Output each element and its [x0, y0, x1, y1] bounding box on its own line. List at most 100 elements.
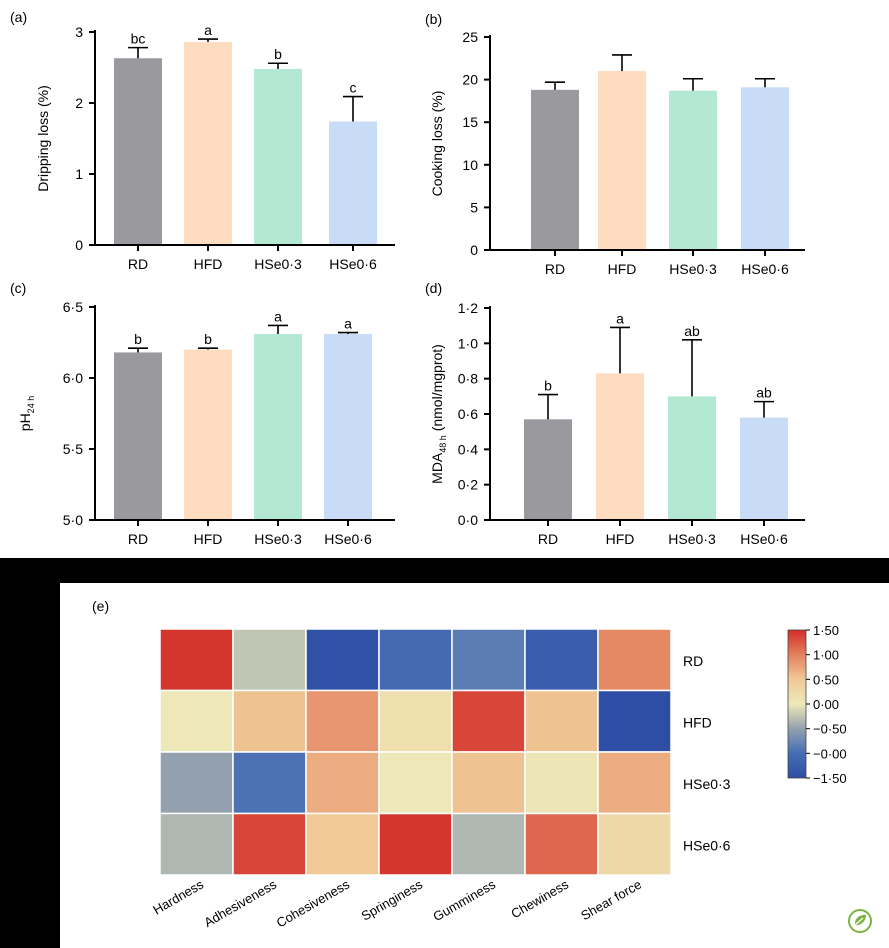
x-tick-label-0: RD — [545, 261, 565, 277]
heatmap-cell-r2-c4 — [451, 751, 526, 815]
y-axis-label: pH24 h — [17, 396, 36, 431]
x-tick-label-0: RD — [128, 256, 148, 272]
y-tick-label-0: 5·0 — [63, 512, 83, 528]
bar-1 — [184, 349, 232, 520]
heatmap-cell-r2-c3 — [378, 751, 453, 815]
heatmap-svg: (e) RD HFD HSe0·3 HSe0·6 HardnessAdhesiveness… — [92, 598, 872, 933]
colorbar-tick-label-1: 1·00 — [813, 648, 839, 663]
x-tick-label-0: RD — [128, 531, 148, 547]
bar-1 — [596, 373, 644, 520]
heatmap-cell-r2-c0 — [159, 751, 234, 815]
significance-letter-2: ab — [684, 323, 700, 339]
y-tick-label-2: 2 — [75, 95, 83, 111]
colorbar-tick-label-2: 0·50 — [813, 672, 839, 687]
y-tick-label-2: 10 — [462, 157, 478, 173]
y-tick-label-0: 0 — [75, 237, 83, 253]
x-tick-label-2: HSe0·3 — [668, 531, 716, 547]
y-tick-label-1: 0·2 — [458, 477, 478, 493]
bar-charts-svg: (a) bc RD a HFD b HSe0·3 c HSe0·6 0 1 2 3 Dripping lo… — [10, 9, 805, 547]
heatmap-row-label-0: RD — [683, 653, 703, 669]
significance-letter-0: bc — [131, 31, 146, 47]
heatmap-cell-r0-c5 — [524, 628, 599, 692]
significance-letter-1: a — [616, 310, 624, 326]
bar-chart-a: (a) bc RD a HFD b HSe0·3 c HSe0·6 0 1 2 3 Dripping lo… — [10, 9, 395, 272]
colorbar — [787, 629, 807, 779]
heatmap-cell-r2-c2 — [305, 751, 380, 815]
heatmap-cell-r0-c4 — [451, 628, 526, 692]
significance-letter-1: a — [204, 22, 212, 38]
heatmap-column-label-3: Springiness — [359, 876, 426, 923]
significance-letter-3: ab — [756, 385, 772, 401]
heatmap-cell-r1-c6 — [597, 689, 672, 753]
y-tick-label-2: 0·4 — [458, 441, 478, 457]
heatmap-column-label-6: Shear force — [578, 877, 644, 924]
logo-ring — [848, 909, 872, 933]
heatmap-row-label-3: HSe0·6 — [683, 837, 731, 853]
x-tick-label-1: HFD — [606, 531, 635, 547]
bar-0 — [114, 352, 162, 520]
significance-letter-3: c — [350, 80, 357, 96]
bar-2 — [669, 90, 717, 251]
y-tick-label-5: 25 — [462, 29, 478, 45]
bar-2 — [254, 333, 302, 520]
x-tick-label-2: HSe0·3 — [669, 261, 717, 277]
bar-3 — [324, 333, 372, 520]
heatmap-cell-r1-c3 — [378, 689, 453, 753]
panel-label: (a) — [10, 9, 27, 25]
heatmap-row-label-1: HFD — [683, 714, 712, 730]
x-tick-label-1: HFD — [194, 531, 223, 547]
heatmap-cell-r3-c0 — [159, 812, 234, 876]
y-axis-label-main: Cooking loss (%) — [429, 91, 445, 197]
heatmap-cell-r1-c4 — [451, 689, 526, 753]
heatmap-cell-r1-c1 — [232, 689, 307, 753]
colorbar-tick-label-6: −1·50 — [813, 771, 847, 786]
y-axis-label-main: Dripping loss (%) — [35, 85, 51, 192]
x-tick-label-0: RD — [538, 531, 558, 547]
x-tick-label-3: HSe0·6 — [324, 531, 372, 547]
y-axis-label: Cooking loss (%) — [429, 91, 445, 197]
panel-label: (b) — [425, 11, 442, 27]
x-tick-label-2: HSe0·3 — [254, 256, 302, 272]
bar-0 — [531, 89, 579, 250]
heatmap-cell-r0-c6 — [597, 628, 672, 692]
heatmap-panel: (e) RD HFD HSe0·3 HSe0·6 Hardness Adhesiveness… — [60, 583, 889, 948]
significance-letter-3: a — [344, 316, 352, 332]
significance-letter-0: b — [544, 378, 552, 394]
bar-1 — [598, 71, 646, 250]
heatmap-cell-r0-c0 — [159, 628, 234, 692]
heatmap-cell-r0-c1 — [232, 628, 307, 692]
x-tick-label-3: HSe0·6 — [329, 256, 377, 272]
bar-3 — [741, 87, 789, 250]
leaf-logo — [848, 909, 872, 933]
y-axis-label-unit: (nmol/mgprot) — [429, 344, 445, 435]
heatmap-cell-r3-c6 — [597, 812, 672, 876]
heatmap-cell-r3-c1 — [232, 812, 307, 876]
heatmap-cell-r1-c2 — [305, 689, 380, 753]
y-axis-label-main: pH — [17, 413, 33, 431]
y-tick-label-2: 6·0 — [63, 370, 83, 386]
panel-label: (e) — [92, 598, 109, 614]
y-tick-label-3: 0·6 — [458, 406, 478, 422]
heatmap-column-label-5: Chewiness — [508, 876, 571, 921]
bar-0 — [524, 419, 572, 520]
y-tick-label-0: 0 — [470, 242, 478, 258]
heatmap-column-label-1: Adhesiveness — [201, 876, 279, 930]
panel-label: (c) — [10, 280, 26, 296]
x-tick-label-2: HSe0·3 — [254, 531, 302, 547]
x-tick-label-1: HFD — [608, 261, 637, 277]
significance-letter-0: b — [134, 331, 142, 347]
heatmap-cell-r2-c5 — [524, 751, 599, 815]
heatmap-column-label-2: Cohesiveness — [274, 876, 353, 930]
y-axis-label-subscript: 48 h — [438, 435, 448, 453]
bar-chart-d: (d) b RD a HFD ab HSe0·3 ab HSe0·6 0·0 0·2 0·4 0·6 0·… — [425, 280, 805, 547]
heatmap-cell-r3-c5 — [524, 812, 599, 876]
x-tick-label-3: HSe0·6 — [740, 531, 788, 547]
bar-chart-c: (c) b RD b HFD a HSe0·3 a HSe0·6 5·0 5·5 6·0 6·5 pH24… — [10, 280, 395, 547]
bar-2 — [254, 68, 302, 245]
y-tick-label-0: 0·0 — [458, 512, 478, 528]
heatmap-chart: (e) RD HFD HSe0·3 HSe0·6 HardnessAdhesiveness… — [92, 598, 847, 930]
y-tick-label-3: 15 — [462, 114, 478, 130]
y-axis-label: MDA48 h (nmol/mgprot) — [429, 344, 448, 484]
colorbar-tick-label-5: −0·00 — [813, 746, 847, 761]
logo-vein — [854, 917, 864, 926]
